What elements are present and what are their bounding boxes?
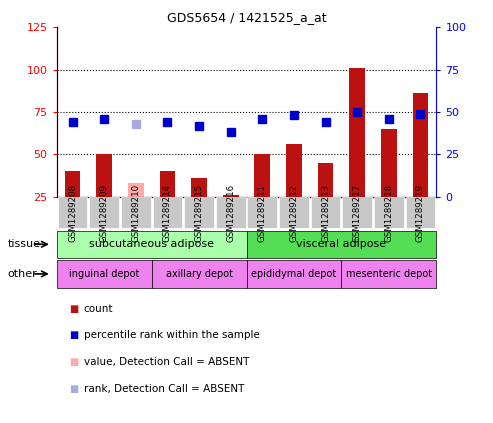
Text: percentile rank within the sample: percentile rank within the sample [84,330,260,341]
Text: tissue: tissue [7,239,40,249]
Text: GSM1289213: GSM1289213 [321,184,330,242]
Text: rank, Detection Call = ABSENT: rank, Detection Call = ABSENT [84,384,244,394]
Bar [128,183,143,197]
Bar [65,171,80,197]
Text: GDS5654 / 1421525_a_at: GDS5654 / 1421525_a_at [167,11,326,24]
Text: axillary depot: axillary depot [166,269,233,279]
Text: GSM1289212: GSM1289212 [289,184,298,242]
Text: GSM1289209: GSM1289209 [100,184,108,242]
Bar [286,144,302,197]
Text: epididymal depot: epididymal depot [251,269,337,279]
Text: GSM1289210: GSM1289210 [131,184,141,242]
Text: visceral adipose: visceral adipose [296,239,387,249]
Text: ■: ■ [69,304,78,314]
Text: mesenteric depot: mesenteric depot [346,269,432,279]
Text: ■: ■ [69,357,78,367]
Text: GSM1289219: GSM1289219 [416,184,425,242]
Text: inguinal depot: inguinal depot [69,269,140,279]
Bar [350,68,365,197]
Bar [191,178,207,197]
Text: ■: ■ [69,330,78,341]
Text: GSM1289215: GSM1289215 [195,184,204,242]
Bar [254,154,270,197]
Text: subcutaneous adipose: subcutaneous adipose [89,239,214,249]
Text: value, Detection Call = ABSENT: value, Detection Call = ABSENT [84,357,249,367]
Text: GSM1289216: GSM1289216 [226,184,235,242]
Bar [160,171,176,197]
Text: GSM1289214: GSM1289214 [163,184,172,242]
Text: GSM1289217: GSM1289217 [352,184,362,242]
Bar [96,154,112,197]
Text: GSM1289218: GSM1289218 [385,184,393,242]
Text: ■: ■ [69,384,78,394]
Text: count: count [84,304,113,314]
Text: GSM1289208: GSM1289208 [68,184,77,242]
Bar [413,93,428,197]
Bar [223,195,239,197]
Text: GSM1289211: GSM1289211 [258,184,267,242]
Text: other: other [7,269,37,279]
Bar [317,163,333,197]
Bar [381,129,397,197]
